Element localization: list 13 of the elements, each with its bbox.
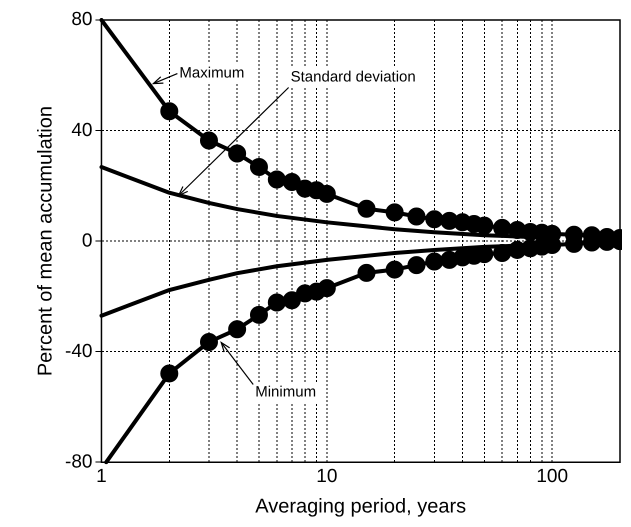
- x-tick-label: 10: [316, 466, 338, 487]
- y-tick-label: 80: [71, 9, 92, 30]
- annotation: Minimum: [255, 384, 316, 401]
- y-tick-label: -80: [64, 451, 92, 472]
- y-tick-label: 0: [82, 230, 92, 252]
- annotation: Maximum: [179, 64, 244, 82]
- annotation: Standard deviation: [290, 68, 416, 86]
- x-tick-label: 1: [96, 466, 107, 487]
- y-axis-title: Percent of mean accumulation: [34, 106, 57, 376]
- x-tick-label: 100: [536, 466, 568, 487]
- y-tick-label: -40: [64, 340, 92, 362]
- y-tick-label: 40: [71, 120, 92, 141]
- x-axis-title: Averaging period, years: [255, 496, 466, 518]
